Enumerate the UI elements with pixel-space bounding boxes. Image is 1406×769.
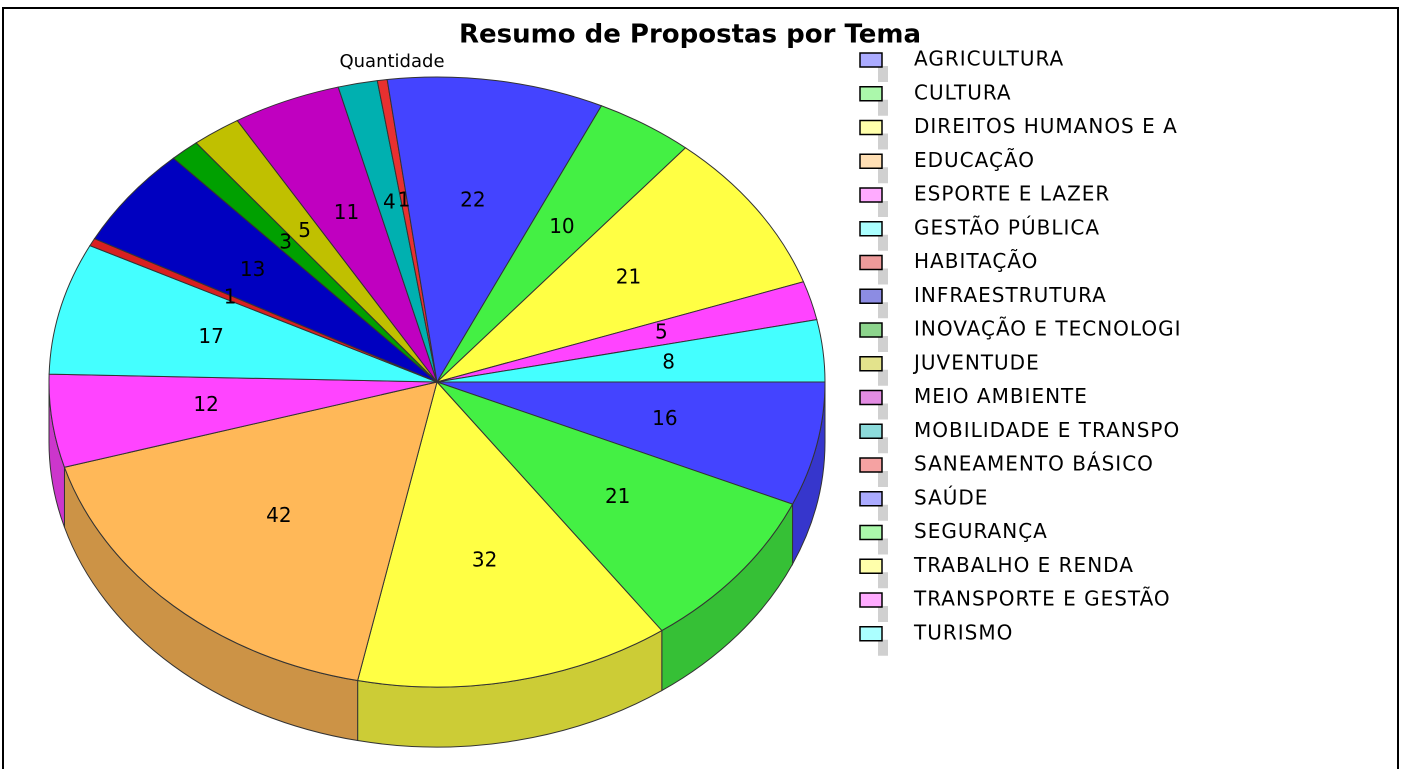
legend-swatch: [859, 423, 883, 439]
slice-label: 5: [298, 218, 311, 242]
slice-label: 5: [655, 320, 668, 344]
legend-swatch: [859, 86, 883, 102]
legend-label: INFRAESTRUTURA: [914, 283, 1107, 307]
slice-label: 17: [198, 324, 223, 348]
legend-shadow: [878, 471, 888, 487]
legend-label: CULTURA: [914, 80, 1012, 104]
legend-label: SEGURANÇA: [914, 519, 1048, 543]
slice-label: 3: [279, 229, 292, 253]
legend-swatch: [859, 221, 883, 237]
legend-swatch: [859, 558, 883, 574]
legend-shadow: [878, 99, 888, 116]
legend-swatch: [859, 457, 883, 473]
chart-title: Resumo de Propostas por Tema: [459, 20, 921, 50]
legend-label: TRANSPORTE E GESTÃO: [913, 587, 1171, 611]
pie-slice: [386, 76, 603, 384]
legend-swatch: [859, 187, 883, 203]
legend-label: INOVAÇÃO E TECNOLOGI: [914, 317, 1181, 341]
legend-label: SAÚDE: [914, 485, 988, 509]
slice-label: 22: [460, 188, 485, 212]
legend-shadow: [878, 66, 888, 82]
legend-label: MEIO AMBIENTE: [914, 384, 1088, 408]
pie-slice: [48, 245, 438, 383]
legend-label: TURISMO: [913, 620, 1013, 644]
legend-label: EDUCAÇÃO: [914, 148, 1035, 172]
legend-shadow: [878, 504, 888, 521]
legend-shadow: [878, 234, 888, 251]
legend-label: MOBILIDADE E TRANSPO: [914, 418, 1180, 442]
legend-shadow: [878, 336, 888, 352]
legend-shadow: [878, 538, 888, 555]
pie-slice: [357, 380, 663, 688]
legend-shadow: [878, 572, 888, 589]
legend-swatch: [859, 254, 883, 271]
slice-label: 8: [662, 350, 675, 374]
legend-swatch: [859, 119, 883, 136]
legend-label: DIREITOS HUMANOS E A: [914, 114, 1178, 138]
pie-slice: [63, 381, 438, 682]
slice-label: 12: [193, 392, 218, 416]
slice-label: 1: [398, 187, 411, 211]
slice-label: 21: [616, 264, 641, 288]
legend-shadow: [878, 606, 888, 622]
slice-label: 1: [224, 285, 237, 309]
legend-label: AGRICULTURA: [914, 47, 1064, 71]
legend-swatch: [859, 524, 883, 541]
legend-label: ESPORTE E LAZER: [914, 182, 1110, 206]
slice-label: 21: [605, 484, 630, 508]
legend-label: GESTÃO PÚBLICA: [914, 215, 1100, 239]
legend-swatch: [859, 52, 883, 68]
legend-shadow: [878, 133, 888, 150]
legend-shadow: [878, 268, 888, 285]
slice-label: 4: [383, 189, 396, 213]
legend-shadow: [878, 437, 888, 454]
slice-label: 11: [334, 200, 359, 224]
slice-label: 13: [240, 257, 265, 281]
pie-slice: [436, 147, 805, 383]
legend-swatch: [859, 288, 883, 304]
legend-label: HABITAÇÃO: [914, 249, 1038, 273]
legend-shadow: [878, 302, 888, 319]
slice-label: 42: [266, 503, 291, 527]
legend-label: JUVENTUDE: [912, 350, 1040, 374]
chart-subtitle: Quantidade: [339, 51, 444, 72]
legend-shadow: [878, 201, 888, 217]
legend-shadow: [878, 369, 888, 386]
legend-swatch: [859, 592, 883, 608]
legend-swatch: [859, 491, 883, 507]
legend-label: SANEAMENTO BÁSICO: [914, 452, 1154, 476]
pie-slice: [436, 381, 794, 632]
legend-swatch: [859, 153, 883, 169]
pie-slice: [436, 319, 826, 383]
legend-label: TRABALHO E RENDA: [913, 553, 1134, 577]
legend-swatch: [859, 356, 883, 372]
legend-shadow: [878, 639, 888, 656]
legend-swatch: [859, 389, 883, 406]
pie-slice: [436, 381, 826, 505]
legend-swatch: [859, 322, 883, 338]
slice-label: 32: [472, 548, 497, 572]
slice-label: 10: [549, 214, 574, 238]
legend-shadow: [878, 167, 888, 184]
slice-label: 16: [652, 406, 677, 430]
legend-shadow: [878, 403, 888, 420]
legend-swatch: [859, 626, 883, 642]
